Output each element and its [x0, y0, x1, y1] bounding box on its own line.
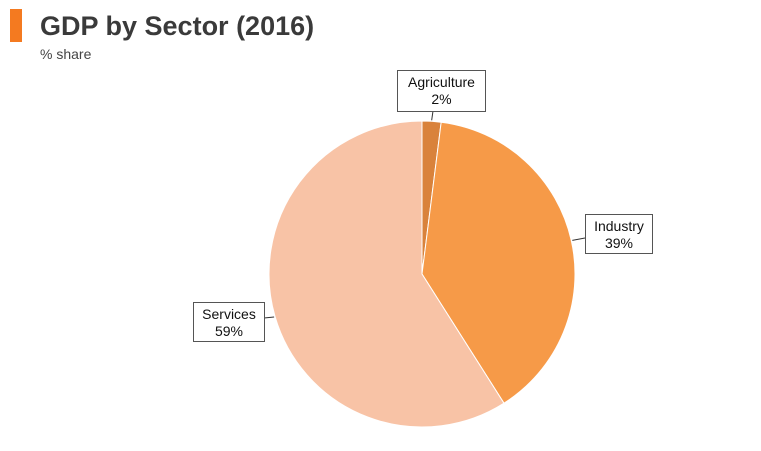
chart-title: GDP by Sector (2016) — [40, 11, 315, 41]
slice-name-label: Agriculture — [408, 74, 475, 90]
label-box-border — [193, 302, 265, 342]
leader-line-services — [263, 316, 275, 319]
label-box-border — [585, 214, 653, 254]
pie-slice-industry — [421, 121, 576, 404]
slice-name-label: Services — [202, 306, 256, 322]
slice-name-label: Industry — [594, 218, 644, 234]
slice-value-label: 39% — [605, 235, 633, 251]
slice-value-label: 2% — [431, 91, 451, 107]
chart-subtitle: % share — [40, 46, 92, 62]
pie-slice-services — [268, 120, 505, 428]
leader-line-agriculture — [431, 110, 434, 121]
label-box-border — [397, 70, 486, 112]
title-accent-bar — [10, 9, 22, 42]
slice-value-label: 59% — [215, 323, 243, 339]
leader-line-industry — [572, 237, 586, 241]
